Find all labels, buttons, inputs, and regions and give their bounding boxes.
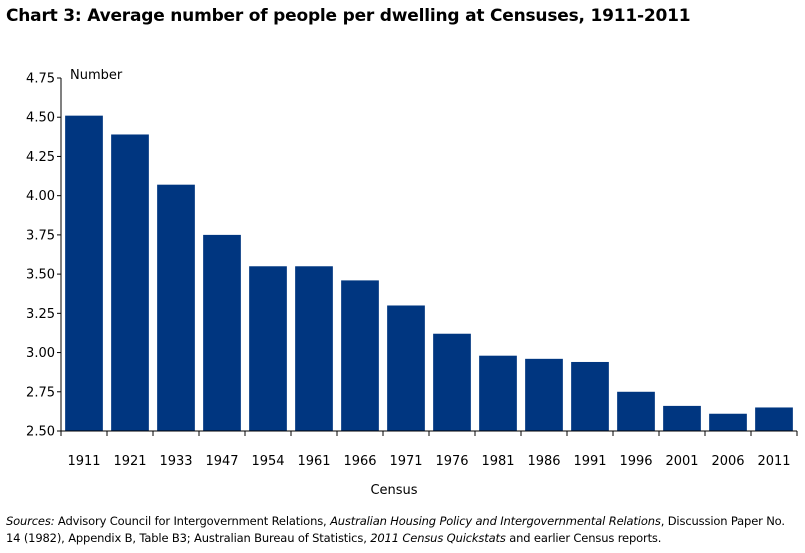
y-tick-label: 2.50 <box>26 425 55 440</box>
bar-1991 <box>571 361 609 431</box>
y-tick-label: 4.00 <box>26 189 55 204</box>
bar-1986 <box>525 358 563 431</box>
bar-1947 <box>203 234 241 431</box>
x-tick-label: 1947 <box>205 454 238 469</box>
bar-1981 <box>479 355 517 431</box>
bar-1966 <box>341 280 379 431</box>
bar-1933 <box>157 184 195 431</box>
sources-part2: , Discussion Paper No. 14 (1982), Append… <box>6 514 785 545</box>
x-tick-label: 1961 <box>297 454 330 469</box>
x-tick-label: 1966 <box>343 454 376 469</box>
y-tick-label: 4.50 <box>26 111 55 126</box>
x-tick-label: 1911 <box>67 454 100 469</box>
x-tick-label: 1933 <box>159 454 192 469</box>
x-tick-label: 1981 <box>481 454 514 469</box>
bar-1921 <box>111 134 149 432</box>
x-tick-label: 1996 <box>619 454 652 469</box>
y-tick-label: 3.00 <box>26 346 55 361</box>
sources-title2: 2011 Census Quickstats <box>370 531 506 545</box>
y-tick-label: 3.50 <box>26 268 55 283</box>
x-tick-label: 2011 <box>757 454 790 469</box>
y-axis-label: Number <box>70 68 123 83</box>
sources-part1: Advisory Council for Intergovernment Rel… <box>54 514 331 528</box>
bar-chart: 2.50 2.75 3.00 3.25 3.50 3.75 4.00 4.25 4.50 4.75… <box>26 68 798 498</box>
bar-1996 <box>617 391 655 431</box>
sources-lead: Sources: <box>6 514 55 528</box>
y-tick-label: 3.75 <box>26 228 55 243</box>
x-tick-label: 1986 <box>527 454 560 469</box>
bar-1911 <box>65 115 103 432</box>
x-tick-label: 1991 <box>573 454 606 469</box>
bar-2011 <box>755 407 793 431</box>
bar-1961 <box>295 266 333 431</box>
bars <box>65 115 793 432</box>
x-tick-label: 1976 <box>435 454 468 469</box>
x-tick-label: 1971 <box>389 454 422 469</box>
chart-title: Chart 3: Average number of people per dw… <box>6 6 691 26</box>
y-tick-label: 2.75 <box>26 385 55 400</box>
bar-2001 <box>663 405 701 431</box>
x-axis: 1911 1921 1933 1947 1954 1961 1966 1971 1976 1981… <box>60 430 798 469</box>
bar-1954 <box>249 266 287 431</box>
sources-part3: and earlier Census reports. <box>505 531 662 545</box>
bar-1976 <box>433 333 471 431</box>
sources-note: Sources: Advisory Council for Intergover… <box>6 513 801 547</box>
x-tick-label: 2001 <box>665 454 698 469</box>
x-tick-label: 2006 <box>711 454 744 469</box>
y-tick-label: 4.75 <box>26 72 55 87</box>
bar-2006 <box>709 413 747 431</box>
x-tick-label: 1954 <box>251 454 284 469</box>
sources-title1: Australian Housing Policy and Intergover… <box>330 514 661 528</box>
y-axis: 2.50 2.75 3.00 3.25 3.50 3.75 4.00 4.25 4.50 4.75 <box>26 72 62 440</box>
bar-1971 <box>387 305 425 431</box>
x-tick-label: 1921 <box>113 454 146 469</box>
y-tick-label: 4.25 <box>26 150 55 165</box>
y-tick-label: 3.25 <box>26 307 55 322</box>
x-axis-label: Census <box>370 483 417 498</box>
